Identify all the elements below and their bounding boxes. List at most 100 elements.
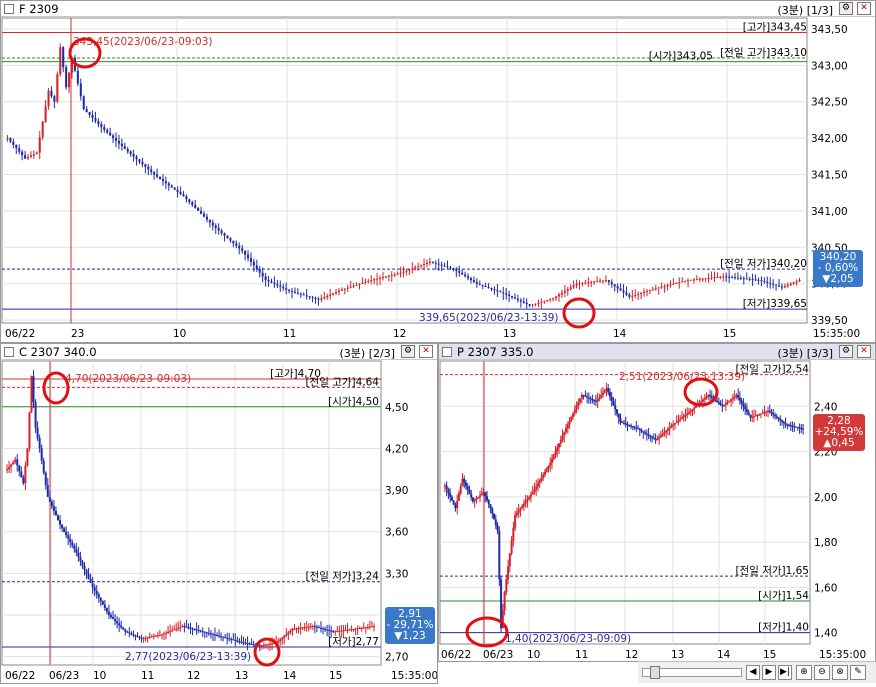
x-axis-tick-label: 13 <box>503 328 516 340</box>
current-price-badge: 2,91 - 29,71% ▼1,23 <box>385 607 435 644</box>
candle-body <box>200 210 203 214</box>
x-axis-tick-label: 12 <box>625 649 638 661</box>
panel-close-icon[interactable]: ✕ <box>857 2 871 15</box>
panel-title: C 2307 340.0 <box>19 345 97 359</box>
y-axis-tick-label: 1,80 <box>814 537 837 549</box>
candle-body <box>376 278 379 280</box>
candle-body <box>481 284 484 286</box>
y-axis-tick-label: 2,40 <box>814 401 837 413</box>
candle-body <box>766 281 769 283</box>
candle-body <box>348 629 351 631</box>
price-chart-c2307[interactable]: 4,504,203,903,603,303,002,7006/2206/2310… <box>1 360 437 683</box>
candle-body <box>431 261 434 263</box>
candle-body <box>161 178 164 182</box>
reference-line-label: [저가]2,77 <box>328 636 379 648</box>
candle-body <box>767 410 769 412</box>
candle-body <box>193 628 196 630</box>
panel-titlebar[interactable]: C 2307 340.0 (3분) [2/3] ⚙ ✕ <box>1 344 437 360</box>
candle-body <box>612 400 615 406</box>
candle-body <box>171 630 174 632</box>
candle-body <box>361 282 364 284</box>
candle-body <box>317 298 320 300</box>
reference-line-label: [시가]343,05 <box>649 51 713 63</box>
candle-body <box>153 171 156 175</box>
chart-scroll-toolbar[interactable]: ◀ ▶ ▶| ⊕ ⊖ ⊗ ✎ <box>638 661 876 683</box>
candle-body <box>726 402 729 404</box>
panel-close-icon[interactable]: ✕ <box>857 345 871 358</box>
candle-body <box>140 637 143 639</box>
candle-body <box>235 243 238 246</box>
candle-body <box>452 500 455 505</box>
candle-body <box>449 493 452 497</box>
candle-body <box>633 426 636 428</box>
scroll-thumb[interactable] <box>650 666 660 679</box>
candle-body <box>148 636 151 638</box>
candle-body <box>138 636 141 638</box>
panel-titlebar[interactable]: P 2307 335.0 (3분) [3/3] ⚙ ✕ <box>439 344 875 360</box>
panel-settings-icon[interactable]: ⚙ <box>401 345 415 358</box>
candle-body <box>179 191 182 195</box>
candle-body <box>107 611 110 616</box>
candle-body <box>308 296 311 298</box>
candle-body <box>20 471 23 478</box>
chart-panel-f2309[interactable]: F 2309 (3분) [1/3] ⚙ ✕ 343,50 343,00 342,50… <box>0 0 876 343</box>
candle-body <box>716 277 719 279</box>
candle-body <box>130 633 133 635</box>
candle-body <box>645 433 648 435</box>
candle-body <box>737 394 740 398</box>
reference-line-label: [고가]343,45 <box>743 22 807 34</box>
candle-body <box>311 297 314 299</box>
scroll-track[interactable] <box>642 668 742 677</box>
price-chart-f2309[interactable]: 343,50 343,00 342,50 342,00 341,50 341,00 340,… <box>1 17 875 342</box>
candle-body <box>461 272 464 275</box>
candle-body <box>6 138 9 140</box>
candle-body <box>283 635 286 638</box>
badge-change: ▼1,23 <box>394 630 426 642</box>
candle-body <box>322 628 325 630</box>
panel-close-icon[interactable]: ✕ <box>419 345 433 358</box>
candle-body <box>315 626 318 628</box>
candle-body <box>703 398 706 400</box>
panel-titlebar[interactable]: F 2309 (3분) [1/3] ⚙ ✕ <box>1 1 875 17</box>
candle-body <box>50 501 53 507</box>
panel-settings-icon[interactable]: ⚙ <box>839 345 853 358</box>
candle-body <box>366 626 369 628</box>
candle-body <box>167 183 170 186</box>
panel-select-checkbox[interactable] <box>4 4 14 14</box>
candle-body <box>713 277 716 279</box>
candle-body <box>684 414 687 417</box>
candle-body <box>202 213 206 217</box>
candle-body <box>784 423 787 425</box>
highlight-circle <box>562 297 596 329</box>
candle-body <box>134 635 137 637</box>
scroll-left-icon[interactable]: ◀ <box>746 665 760 680</box>
zoom-in-icon[interactable]: ⊕ <box>796 665 812 680</box>
candle-body <box>362 627 365 629</box>
y-axis-tick-label: 341,50 <box>811 170 848 182</box>
scroll-right-icon[interactable]: ▶ <box>762 665 776 680</box>
play-icon[interactable]: ▶| <box>778 665 792 680</box>
settings-icon[interactable]: ✎ <box>850 665 866 680</box>
candle-body <box>326 295 329 298</box>
candle-body <box>59 47 62 75</box>
zoom-reset-icon[interactable]: ⊗ <box>832 665 848 680</box>
panel-select-checkbox[interactable] <box>4 347 14 357</box>
panel-select-checkbox[interactable] <box>442 347 452 357</box>
candle-body <box>260 645 263 647</box>
candle-body <box>246 643 249 645</box>
candle-body <box>89 578 92 583</box>
candle-body <box>798 427 801 429</box>
candle-body <box>352 285 355 287</box>
chart-panel-c2307[interactable]: C 2307 340.0 (3분) [2/3] ⚙ ✕ 4,50 4,20 3,90… <box>0 343 438 684</box>
candle-body <box>679 418 682 421</box>
candle-body <box>642 431 645 433</box>
chart-panel-p2307[interactable]: P 2307 335.0 (3분) [3/3] ⚙ ✕ 2,40 2,20 2,00… <box>438 343 876 662</box>
candle-body <box>264 276 267 281</box>
panel-settings-icon[interactable]: ⚙ <box>839 2 853 15</box>
candle-body <box>8 466 11 470</box>
candle-body <box>593 400 596 402</box>
candle-body <box>291 628 294 631</box>
candle-body <box>273 643 276 645</box>
zoom-out-icon[interactable]: ⊖ <box>814 665 830 680</box>
